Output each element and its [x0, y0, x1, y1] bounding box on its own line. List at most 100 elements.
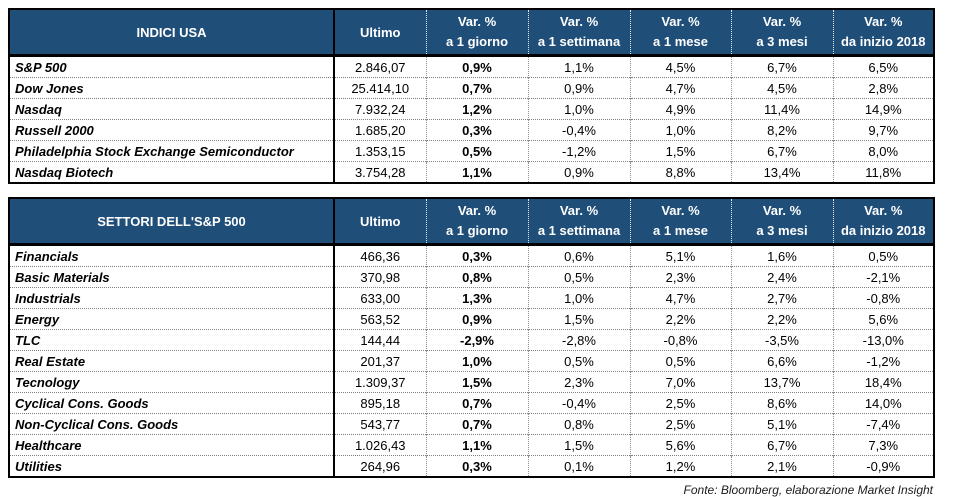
header-line2: a 1 mese: [653, 34, 708, 49]
value-cell: 0,1%: [527, 455, 630, 477]
column-header-ultimo: Ultimo: [334, 9, 426, 57]
value-cell: 1,0%: [425, 350, 528, 372]
source-note: Fonte: Bloomberg, elaborazione Market In…: [683, 483, 933, 497]
row-label-cell: Philadelphia Stock Exchange Semiconducto…: [9, 140, 335, 162]
value-cell: 2,1%: [730, 455, 833, 477]
column-header-var-1-settimana: Var. % a 1 settimana: [527, 198, 630, 246]
row-label-cell: Non-Cyclical Cons. Goods: [9, 413, 335, 435]
header-line2: da inizio 2018: [840, 223, 926, 238]
header-line2: a 1 mese: [653, 223, 708, 238]
value-cell: 4,7%: [629, 77, 731, 99]
header-line1: Var. %: [864, 202, 903, 218]
settori-sp500-header: SETTORI DELL'S&P 500 Ultimo Var. % a 1 g…: [9, 198, 934, 246]
value-cell: -13,0%: [832, 329, 934, 351]
header-line2: da inizio 2018: [840, 34, 926, 49]
indici-usa-body: S&P 500 2.846,07 0,9% 1,1% 4,5% 6,7% 6,5% Dow J…: [9, 55, 934, 183]
value-cell: 4,7%: [629, 287, 731, 309]
column-header-var-1-giorno: Var. % a 1 giorno: [425, 9, 528, 57]
value-cell: -2,9%: [425, 329, 528, 351]
value-cell: 2,5%: [629, 392, 731, 414]
column-header-var-3-mesi: Var. % a 3 mesi: [730, 198, 833, 246]
value-cell: 13,4%: [730, 161, 833, 183]
table-row: Cyclical Cons. Goods 895,18 0,7% -0,4% 2,5% 8…: [9, 392, 934, 414]
value-cell: 2,2%: [730, 308, 833, 330]
row-label-cell: Dow Jones: [9, 77, 335, 99]
value-cell: 5,6%: [832, 308, 934, 330]
value-cell: -0,8%: [629, 329, 731, 351]
value-cell: 0,3%: [425, 455, 528, 477]
value-cell: -0,4%: [527, 119, 630, 141]
value-cell: 4,5%: [730, 77, 833, 99]
value-cell: 9,7%: [832, 119, 934, 141]
value-cell: 2,7%: [730, 287, 833, 309]
value-cell: -2,1%: [832, 266, 934, 288]
value-cell: 1,1%: [527, 55, 630, 78]
value-cell: -0,8%: [832, 287, 934, 309]
value-cell: 0,9%: [425, 308, 528, 330]
value-cell: 2,3%: [527, 371, 630, 393]
row-label-cell: Healthcare: [9, 434, 335, 456]
table-row: TLC 144,44 -2,9% -2,8% -0,8% -3,5% -13,0%: [9, 329, 934, 351]
value-cell: 11,4%: [730, 98, 833, 120]
value-cell: 4,9%: [629, 98, 731, 120]
value-cell: 0,9%: [527, 161, 630, 183]
table-row: Dow Jones 25.414,10 0,7% 0,9% 4,7% 4,5% 2,8%: [9, 77, 934, 99]
value-cell: 144,44: [333, 329, 426, 351]
row-label-cell: Utilities: [9, 455, 335, 477]
value-cell: 0,5%: [527, 266, 630, 288]
value-cell: 1,1%: [425, 434, 528, 456]
value-cell: 0,9%: [425, 55, 528, 78]
column-header-var-inizio-2018: Var. % da inizio 2018: [832, 9, 934, 57]
header-line1: Var. %: [762, 13, 802, 29]
header-row: SETTORI DELL'S&P 500 Ultimo Var. % a 1 g…: [9, 198, 934, 246]
value-cell: 1,0%: [527, 98, 630, 120]
value-cell: 2,8%: [832, 77, 934, 99]
row-label-cell: Tecnology: [9, 371, 335, 393]
value-cell: 0,5%: [832, 244, 934, 267]
row-label-cell: Cyclical Cons. Goods: [9, 392, 335, 414]
table-row: Philadelphia Stock Exchange Semiconducto…: [9, 140, 934, 162]
value-cell: 201,37: [333, 350, 426, 372]
value-cell: -0,4%: [527, 392, 630, 414]
table-row: Nasdaq 7.932,24 1,2% 1,0% 4,9% 11,4% 14,9%: [9, 98, 934, 120]
value-cell: 1,3%: [425, 287, 528, 309]
value-cell: 6,5%: [832, 55, 934, 78]
value-cell: -7,4%: [832, 413, 934, 435]
value-cell: 1.026,43: [333, 434, 426, 456]
table-row: Financials 466,36 0,3% 0,6% 5,1% 1,6% 0,5%: [9, 244, 934, 267]
value-cell: 3.754,28: [333, 161, 426, 183]
settori-sp500-body: Financials 466,36 0,3% 0,6% 5,1% 1,6% 0,5% Basi…: [9, 244, 934, 477]
row-label-cell: Nasdaq: [9, 98, 335, 120]
header-line1: Var. %: [661, 13, 700, 29]
header-line1: Var. %: [661, 202, 700, 218]
value-cell: 6,7%: [730, 140, 833, 162]
table-title-settori-sp500: SETTORI DELL'S&P 500: [9, 198, 335, 246]
column-header-var-3-mesi: Var. % a 3 mesi: [730, 9, 833, 57]
value-cell: 6,6%: [730, 350, 833, 372]
header-line1: Var. %: [559, 202, 599, 218]
value-cell: -1,2%: [527, 140, 630, 162]
value-cell: 0,5%: [629, 350, 731, 372]
value-cell: 18,4%: [832, 371, 934, 393]
value-cell: 1,2%: [629, 455, 731, 477]
value-cell: 543,77: [333, 413, 426, 435]
header-line2: a 3 mesi: [756, 223, 808, 238]
value-cell: 11,8%: [832, 161, 934, 183]
value-cell: 0,6%: [527, 244, 630, 267]
indici-usa-table: INDICI USA Ultimo Var. % a 1 giorno Var.…: [8, 8, 935, 184]
value-cell: 0,8%: [425, 266, 528, 288]
value-cell: 2,5%: [629, 413, 731, 435]
settori-sp500-table: SETTORI DELL'S&P 500 Ultimo Var. % a 1 g…: [8, 197, 935, 478]
row-label-cell: Russell 2000: [9, 119, 335, 141]
header-line2: a 1 giorno: [445, 34, 509, 49]
value-cell: 1,0%: [527, 287, 630, 309]
value-cell: 13,7%: [730, 371, 833, 393]
value-cell: 7.932,24: [333, 98, 426, 120]
row-label-cell: Energy: [9, 308, 335, 330]
header-line2: a 1 settimana: [537, 223, 621, 238]
value-cell: 1.309,37: [333, 371, 426, 393]
table-row: Non-Cyclical Cons. Goods 543,77 0,7% 0,8% 2,…: [9, 413, 934, 435]
value-cell: 633,00: [333, 287, 426, 309]
column-header-var-1-mese: Var. % a 1 mese: [629, 198, 731, 246]
